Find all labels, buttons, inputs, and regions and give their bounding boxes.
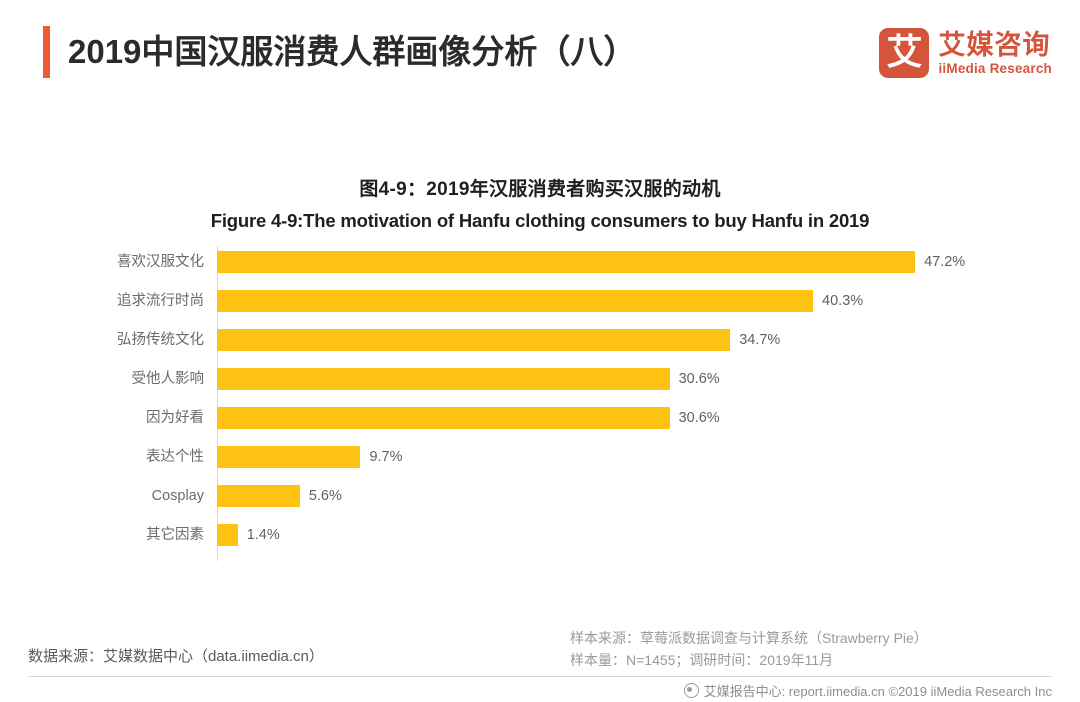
bar-row: 受他人影响 30.6%: [0, 368, 1080, 407]
bar-row: 表达个性 9.7%: [0, 446, 1080, 485]
bar-category-label: 表达个性: [146, 449, 204, 465]
bar-value-label: 9.7%: [369, 449, 403, 465]
bar-value-label: 30.6%: [678, 371, 720, 387]
bar-row: 弘扬传统文化 34.7%: [0, 329, 1080, 368]
bar-value-label: 34.7%: [739, 332, 781, 348]
bar-category-label: Cosplay: [151, 488, 204, 504]
bar-segment: [217, 251, 916, 273]
bar-category-label: 受他人影响: [131, 371, 205, 387]
bar-segment: [217, 524, 238, 546]
logo-text: 艾媒咨询 iiMedia Research: [938, 28, 1052, 78]
bar-segment: [217, 290, 814, 312]
report-center-icon: [683, 683, 699, 698]
bar-row: 其它因素 1.4%: [0, 524, 1080, 563]
bar-row: 因为好看 30.6%: [0, 407, 1080, 446]
bar-segment: [217, 368, 670, 390]
title-accent-bar: [43, 26, 50, 78]
bar-segment: [217, 446, 361, 468]
bar-value-label: 30.6%: [678, 410, 720, 426]
bar-row: 追求流行时尚 40.3%: [0, 290, 1080, 329]
bar-value-label: 40.3%: [822, 293, 864, 309]
bar-segment: [217, 485, 300, 507]
footer-sample-source: 样本来源：草莓派数据调查与计算系统（Strawberry Pie）: [570, 630, 928, 646]
bar-category-label: 喜欢汉服文化: [117, 254, 204, 270]
footer-copyright: 艾媒报告中心: report.iimedia.cn ©2019 iiMedia …: [683, 681, 1052, 700]
bar-category-label: 弘扬传统文化: [117, 332, 204, 348]
footer-sample-info: 样本来源：草莓派数据调查与计算系统（Strawberry Pie） 样本量：N=…: [570, 627, 928, 671]
page-title: 2019中国汉服消费人群画像分析（八）: [68, 33, 637, 70]
bar-value-label: 5.6%: [308, 488, 342, 504]
footer-data-source: 数据来源：艾媒数据中心（data.iimedia.cn）: [28, 648, 324, 665]
footer-divider: [28, 676, 1052, 677]
logo-mark-icon: 艾: [879, 28, 930, 78]
bar-row: 喜欢汉服文化 47.2%: [0, 251, 1080, 290]
bar-row: Cosplay 5.6%: [0, 485, 1080, 524]
bar-segment: [217, 407, 670, 429]
chart-title-cn: 图4-9：2019年汉服消费者购买汉服的动机: [359, 179, 721, 200]
chart-axis-line: [217, 246, 218, 561]
footer-copyright-text: 艾媒报告中心: report.iimedia.cn ©2019 iiMedia …: [703, 684, 1052, 699]
bar-segment: [217, 329, 731, 351]
bar-category-label: 其它因素: [146, 527, 204, 543]
chart-title-en: Figure 4-9:The motivation of Hanfu cloth…: [210, 210, 870, 231]
logo-brand-en: iiMedia Research: [938, 60, 1052, 76]
bar-category-label: 追求流行时尚: [117, 293, 204, 309]
bar-value-label: 1.4%: [246, 527, 280, 543]
footer-sample-size: 样本量：N=1455；调研时间：2019年11月: [570, 652, 834, 668]
bar-chart: 喜欢汉服文化 47.2% 追求流行时尚 40.3% 弘扬传统文化 34.7% 受他人影响 30…: [0, 246, 1080, 566]
bar-value-label: 47.2%: [924, 254, 966, 270]
brand-logo: 艾 艾媒咨询 iiMedia Research: [879, 24, 1052, 82]
page-header: 2019中国汉服消费人群画像分析（八） 艾 艾媒咨询 iiMedia Resea…: [0, 0, 1080, 104]
logo-brand-cn: 艾媒咨询: [938, 29, 1051, 60]
bar-category-label: 因为好看: [146, 410, 204, 426]
